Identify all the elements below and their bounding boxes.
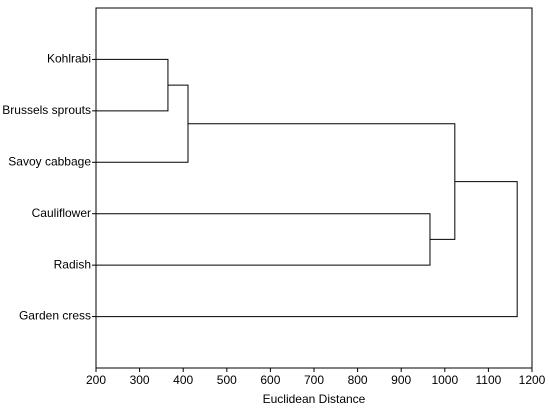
x-tick-label: 600 <box>260 373 280 387</box>
x-tick-label: 400 <box>173 373 193 387</box>
x-tick-label: 200 <box>86 373 106 387</box>
x-tick-label: 700 <box>304 373 324 387</box>
x-tick-label: 1200 <box>519 373 546 387</box>
x-axis-label: Euclidean Distance <box>263 392 366 406</box>
x-tick-label: 300 <box>130 373 150 387</box>
link <box>96 213 431 266</box>
x-tick-label: 900 <box>391 373 411 387</box>
leaf-label: Kohlrabi <box>47 52 91 66</box>
leaf-label: Radish <box>54 257 91 271</box>
x-tick-label: 1000 <box>431 373 458 387</box>
link <box>187 123 456 240</box>
plot-frame <box>95 7 533 369</box>
leaf-label: Garden cress <box>19 309 91 323</box>
leaf-label: Savoy cabbage <box>8 154 91 168</box>
x-tick-label: 1100 <box>475 373 501 387</box>
link <box>96 84 189 163</box>
x-tick-label: 500 <box>217 373 237 387</box>
link <box>96 181 518 318</box>
link <box>96 58 169 112</box>
x-tick-label: 800 <box>348 373 368 387</box>
leaf-label: Brussels sprouts <box>2 103 91 117</box>
leaf-label: Cauliflower <box>32 206 91 220</box>
